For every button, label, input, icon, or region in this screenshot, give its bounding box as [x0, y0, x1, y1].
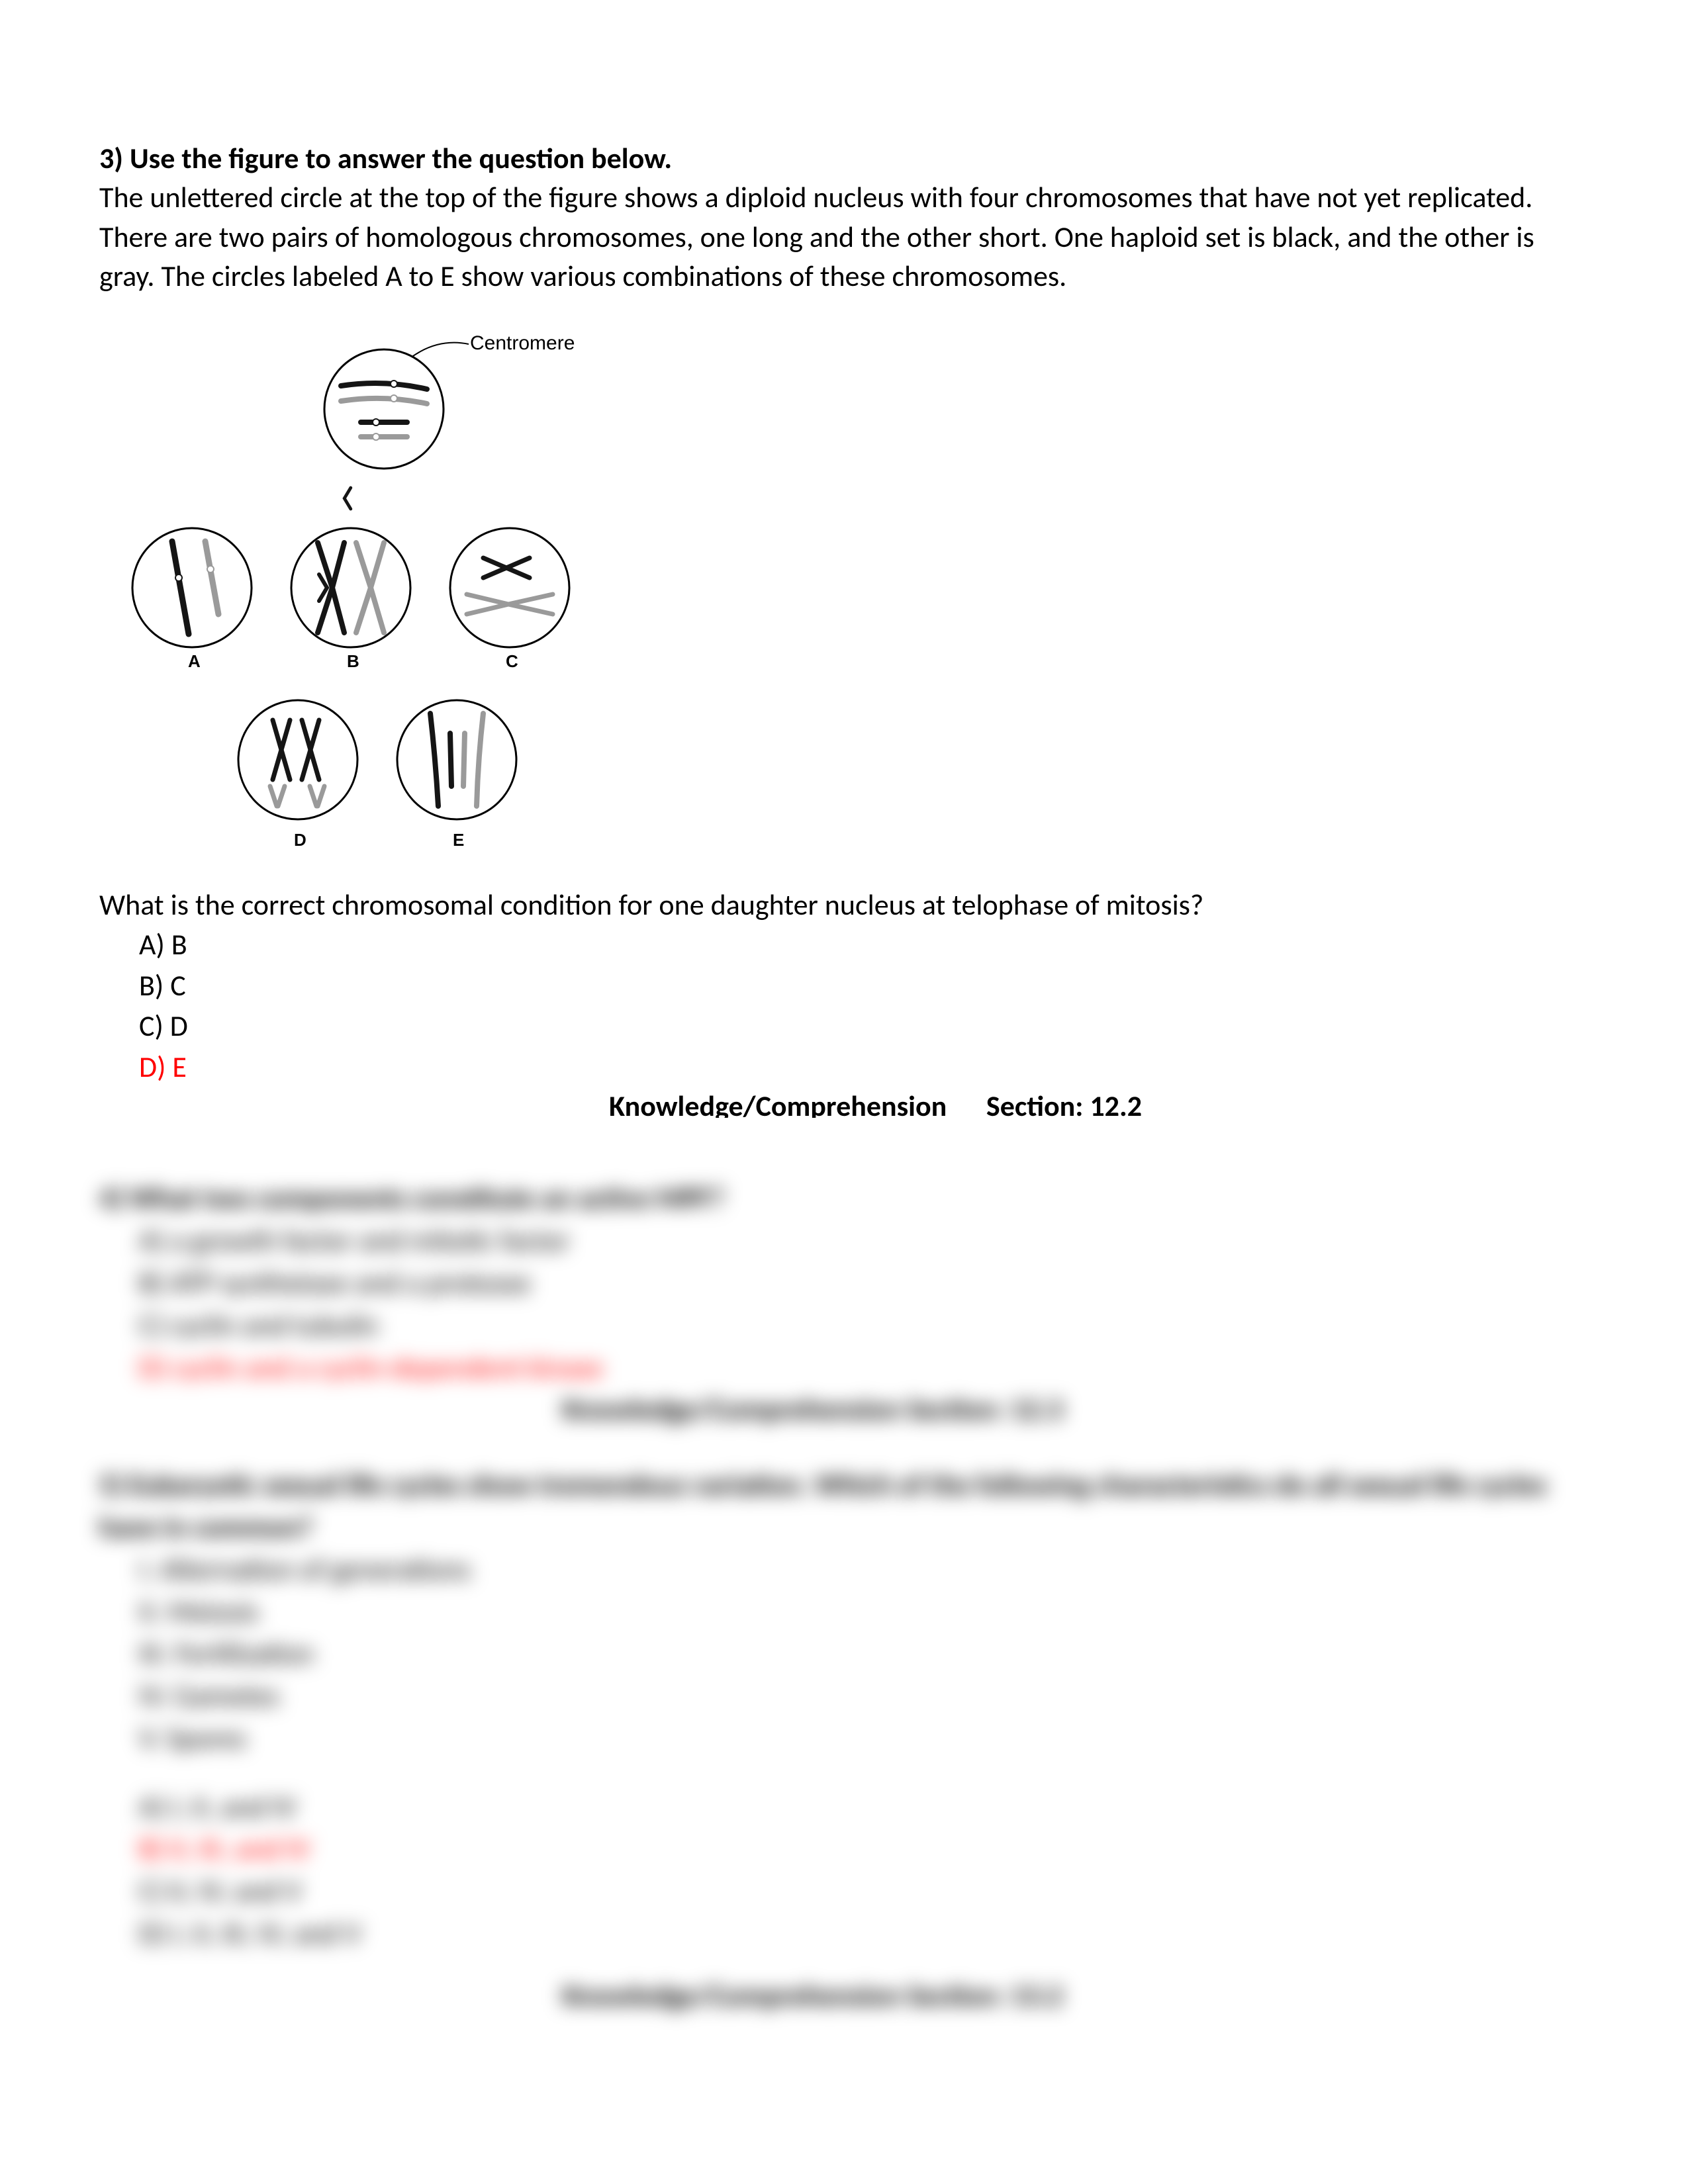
- blurred-preview: 4) What two components constitute an act…: [99, 1177, 1589, 2017]
- nucleus-c: [450, 528, 569, 647]
- question-prompt: What is the correct chromosomal conditio…: [99, 886, 1589, 925]
- q5-choice-c: C) II, IV, and V: [99, 1870, 1589, 1913]
- choice-c: C) D: [139, 1006, 1589, 1047]
- question-header: 3) Use the figure to answer the question…: [99, 139, 1589, 178]
- question-body: The unlettered circle at the top of the …: [99, 178, 1589, 296]
- document-page: 3) Use the figure to answer the question…: [0, 0, 1688, 2184]
- q4-header: 4) What two components constitute an act…: [99, 1177, 1589, 1220]
- label-b: B: [347, 651, 359, 671]
- q5-meta: Knowledge/Comprehension Section: 13.2: [99, 1975, 1589, 2017]
- q4-choice-c: C) cyclin and tubulin: [99, 1304, 1589, 1347]
- q5-list-2: II. Meiosis: [99, 1591, 1589, 1633]
- q4-choice-a: A) a growth factor and mitotic factor: [99, 1220, 1589, 1262]
- chromosome-figure: Centromere: [99, 323, 1589, 866]
- nucleus-e: [397, 700, 516, 819]
- q5-list-1: I. Alternation of generations: [99, 1549, 1589, 1591]
- choice-d: D) E: [139, 1047, 1589, 1088]
- answer-choices: A) B B) C C) D D) E: [99, 925, 1589, 1087]
- meta-knowledge: Knowledge/Comprehension: [609, 1087, 947, 1118]
- nucleus-a: [132, 528, 252, 647]
- q5-choice-b: B) II, III, and IV: [99, 1828, 1589, 1870]
- q5-choice-d: D) I, II, III, IV, and V: [99, 1913, 1589, 1955]
- choice-b: B) C: [139, 966, 1589, 1007]
- q5-list-4: IV. Gametes: [99, 1675, 1589, 1717]
- label-c: C: [506, 651, 518, 671]
- nucleus-top: [324, 349, 444, 469]
- label-a: A: [188, 651, 201, 671]
- label-d: D: [294, 830, 306, 850]
- choice-a: A) B: [139, 925, 1589, 966]
- q5-header: 5) Eukaryotic sexual life cycles show tr…: [99, 1464, 1589, 1549]
- question-meta: Knowledge/Comprehension Section: 12.2: [99, 1082, 1589, 1118]
- meta-section: Section: 12.2: [986, 1087, 1142, 1118]
- q4-choice-b: B) ATP synthetase and a protease: [99, 1262, 1589, 1304]
- q4-meta: Knowledge/Comprehension Section: 12.3: [99, 1388, 1589, 1431]
- centromere-label: Centromere: [470, 332, 575, 354]
- q5-list-5: V. Spores: [99, 1717, 1589, 1760]
- q5-choice-a: A) I, II, and IV: [99, 1786, 1589, 1829]
- q5-list-3: III. Fertilization: [99, 1633, 1589, 1675]
- label-e: E: [453, 830, 464, 850]
- nucleus-b: [291, 488, 410, 647]
- nucleus-d: [238, 700, 357, 819]
- q4-choice-d: D) cyclin and a cyclin-dependent kinase: [99, 1347, 1589, 1389]
